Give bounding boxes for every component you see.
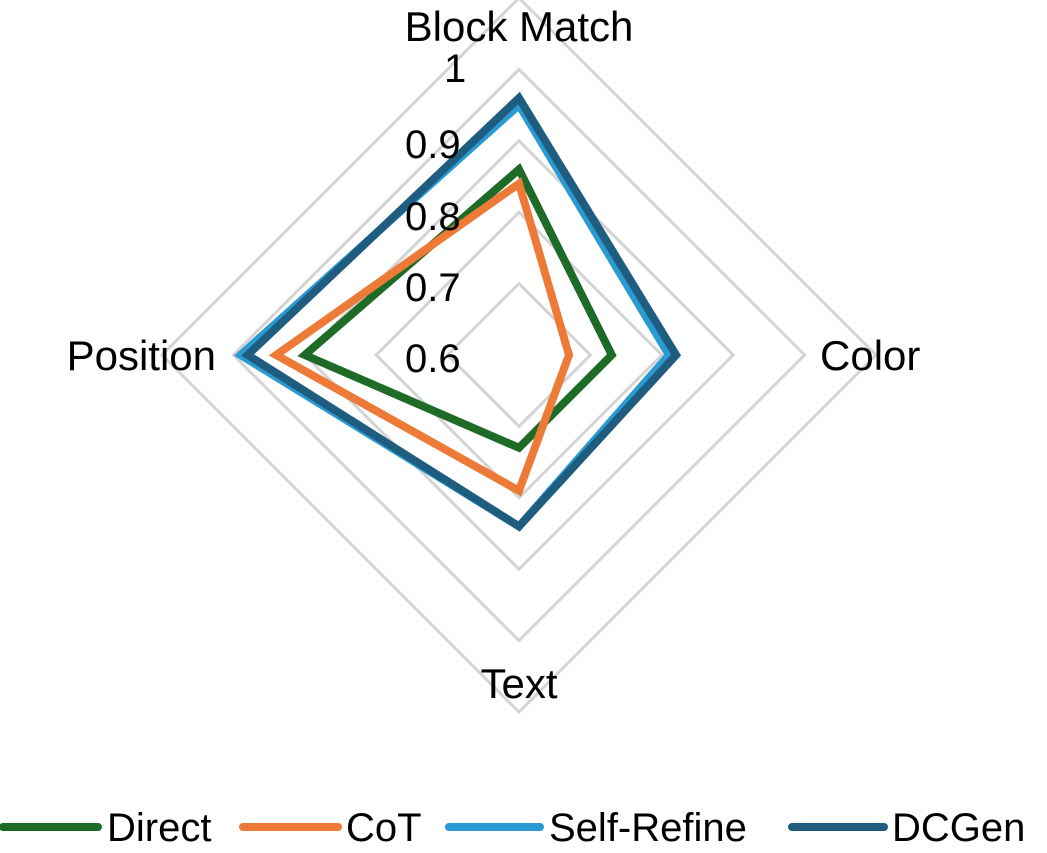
tick-label-0.8: 0.8 [405, 195, 461, 239]
tick-label-0.6: 0.6 [405, 337, 461, 381]
legend-item-self-refine: Self-Refine [445, 806, 747, 850]
axis-labels: Block Match Color Text Position [67, 3, 921, 707]
axis-label-text: Text [480, 660, 557, 707]
tick-label-0.9: 0.9 [405, 123, 461, 167]
legend-item-cot: CoT [239, 806, 422, 850]
legend: Direct CoT Self-Refine DCGen [0, 806, 1025, 850]
legend-item-direct: Direct [0, 806, 211, 850]
tick-label-0.7: 0.7 [405, 266, 461, 310]
axis-label-block-match: Block Match [405, 3, 634, 50]
grid-ring-0.7 [374, 210, 664, 500]
axis-label-position: Position [67, 332, 216, 379]
legend-label-dcgen: DCGen [892, 806, 1025, 850]
radar-series-group [233, 91, 682, 532]
axis-label-color: Color [820, 332, 920, 379]
legend-label-cot: CoT [346, 806, 422, 850]
series-line-self-refine [233, 98, 674, 532]
radial-tick-labels: 0.6 0.7 0.8 0.9 1 [405, 47, 466, 381]
radar-grid [159, 0, 879, 715]
grid-ring-1 [159, 0, 879, 715]
tick-label-1: 1 [444, 47, 466, 91]
legend-label-self-refine: Self-Refine [549, 806, 747, 850]
grid-ring-0.9 [231, 67, 807, 643]
series-line-dcgen [241, 91, 682, 532]
legend-label-direct: Direct [107, 806, 211, 850]
series-line-direct [297, 163, 617, 453]
series-line-cot [268, 177, 574, 497]
legend-item-dcgen: DCGen [788, 806, 1025, 850]
grid-ring-0.6 [445, 281, 593, 429]
